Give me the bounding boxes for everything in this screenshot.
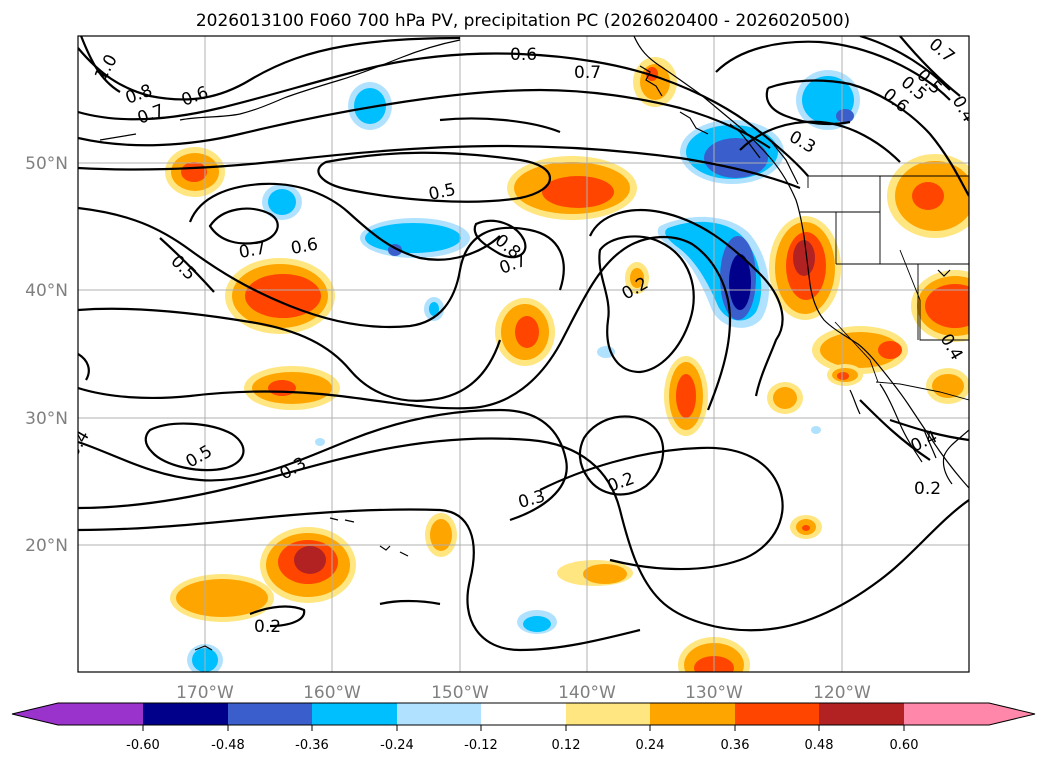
colorbar-extend-low — [12, 703, 58, 725]
precip-negative-164w-47n — [262, 184, 302, 220]
colorbar-segment-4 — [312, 703, 397, 725]
colorbar-segment-6 — [481, 703, 566, 725]
precip-shading — [165, 57, 969, 672]
contour-label-23: 0.3 — [516, 487, 547, 513]
map-frame — [77, 35, 970, 673]
precip-negative-130w-50n — [680, 120, 784, 184]
lat-label-50n: 50°N — [25, 154, 68, 174]
lat-label-40n: 40°N — [25, 281, 68, 301]
colorbar-segment-3 — [228, 703, 312, 725]
colorbar-label-4: -0.24 — [380, 738, 414, 753]
contour-label-6: 0.7 — [574, 63, 601, 83]
colorbar-label-5: -0.12 — [464, 738, 498, 753]
lat-label-20n: 20°N — [25, 536, 68, 556]
colorbar-label-7: 0.24 — [636, 738, 665, 753]
lon-label-160w: 160°W — [303, 683, 361, 703]
precip-positive-124w-42n — [769, 216, 841, 320]
contour-label-12: 0.7 — [237, 239, 267, 263]
lon-label-170w: 170°W — [176, 683, 234, 703]
pv-contours — [78, 36, 969, 652]
colorbar-extend-high — [989, 703, 1035, 725]
colorbar-label-6: 0.12 — [552, 738, 581, 753]
precip-negative-157w-55n — [348, 82, 392, 130]
lon-label-150w: 150°W — [431, 683, 489, 703]
contour-label-22: 0.4 — [948, 93, 979, 126]
contour-label-25: 0.2 — [254, 617, 281, 637]
contour-label-21: 0.3 — [786, 127, 819, 158]
contour-label-10: 0.6 — [289, 235, 319, 259]
colorbar-segment-11 — [904, 703, 989, 725]
colorbar-label-8: 0.36 — [721, 738, 750, 753]
colorbar-segment-7 — [566, 703, 650, 725]
contour-label-26: 0.4 — [908, 427, 941, 457]
colorbar-label-10: 0.60 — [890, 738, 919, 753]
precip-positive-125w-31n — [767, 382, 803, 414]
precip-negative-130w-42n — [657, 216, 770, 328]
contour-label-4: 0.6 — [179, 83, 211, 111]
latitude-labels: 50°N 40°N 30°N 20°N — [25, 154, 68, 556]
precip-positive-165w-32n — [244, 366, 340, 410]
graticule — [78, 36, 969, 672]
colorbar-label-9: 0.48 — [805, 738, 834, 753]
contour-label-18: 0.7 — [925, 35, 959, 68]
precip-positive-132w-32n — [664, 356, 708, 436]
precip-positive-145w-37n — [495, 298, 555, 366]
colorbar: -0.60 -0.48 -0.36 -0.24 -0.12 0.12 0.24 … — [11, 702, 1036, 753]
precip-negative-153w-43n — [360, 218, 470, 258]
precip-positive-160w-18n — [170, 527, 356, 622]
precip-positive-140w-17n — [557, 560, 633, 586]
lat-label-30n: 30°N — [25, 409, 68, 429]
longitude-labels: 170°W 160°W 150°W 140°W 130°W 120°W — [176, 683, 871, 703]
contour-label-1: 1.0 — [91, 51, 122, 84]
colorbar-outline — [11, 702, 1036, 726]
figure-title: 2026013100 F060 700 hPa PV, precipitatio… — [196, 11, 850, 31]
contour-label-27: 0.2 — [914, 479, 941, 499]
precip-positive-122w-21n — [790, 515, 822, 539]
colorbar-segment-5 — [397, 703, 481, 725]
precip-positive-120w-35n — [812, 326, 908, 386]
precip-positive-137w-41n — [625, 262, 649, 294]
political-borders — [800, 175, 969, 401]
contour-label-5: 0.6 — [510, 45, 537, 65]
colorbar-segment-1 — [58, 703, 143, 725]
precip-positive-170w-40n — [225, 258, 335, 334]
colorbar-label-3: -0.36 — [295, 738, 329, 753]
lon-label-120w: 120°W — [813, 683, 871, 703]
colorbar-segment-9 — [735, 703, 819, 725]
precip-positive-142w-48n — [507, 156, 637, 220]
precip-positive-151w-20n — [425, 513, 457, 557]
precip-positive-112w-38n — [911, 270, 969, 342]
lon-label-130w: 130°W — [685, 683, 743, 703]
precip-positive-nw — [165, 147, 225, 197]
colorbar-segment-2 — [143, 703, 228, 725]
contour-label-11: 0.5 — [166, 251, 199, 284]
coastlines — [99, 36, 969, 651]
colorbar-segment-10 — [819, 703, 904, 725]
precip-positive-115w-48n — [887, 154, 969, 238]
lon-label-140w: 140°W — [558, 683, 616, 703]
colorbar-label-1: -0.60 — [126, 738, 160, 753]
colorbar-segment-8 — [650, 703, 735, 725]
colorbar-label-2: -0.48 — [211, 738, 245, 753]
map-area: 1.0 0.8 0.7 0.6 0.6 0.7 0.5 0.4 0.3 0.6 … — [78, 35, 979, 672]
precip-negative-122w-55n — [796, 70, 860, 130]
